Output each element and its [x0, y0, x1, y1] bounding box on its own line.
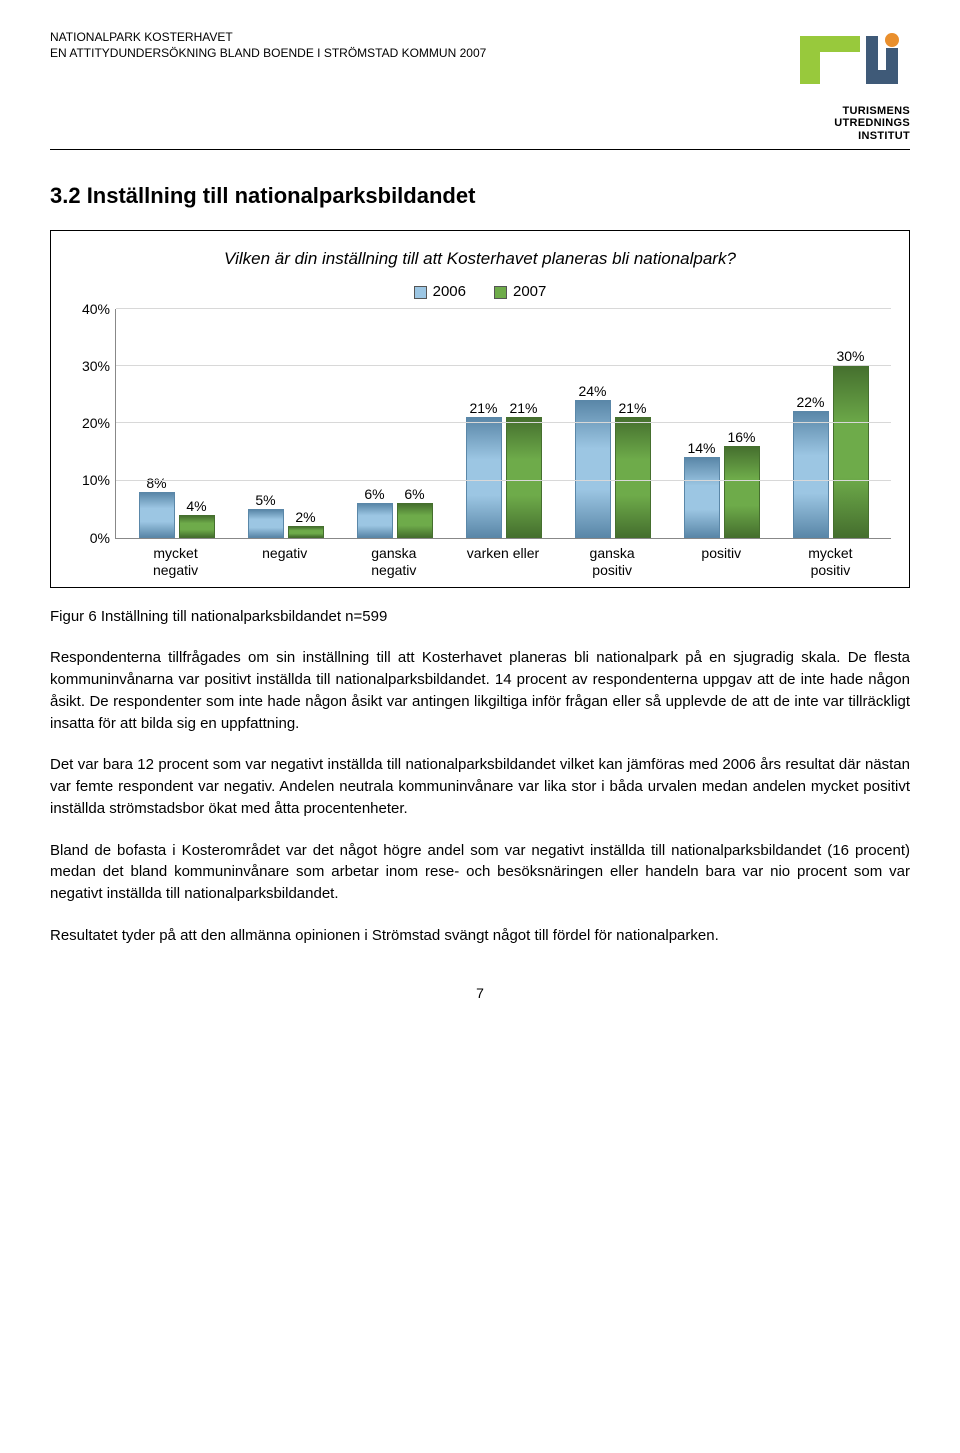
bar-group: 24%21% — [558, 309, 667, 538]
bar-value-label: 24% — [578, 381, 606, 401]
bar: 22% — [793, 411, 829, 538]
x-tick-label: mycketnegativ — [121, 545, 230, 579]
header-line2: EN ATTITYDUNDERSÖKNING BLAND BOENDE I ST… — [50, 46, 486, 62]
bar-group: 6%6% — [340, 309, 449, 538]
bar-value-label: 5% — [255, 490, 275, 510]
x-tick-label: positiv — [667, 545, 776, 579]
plot-area: 8%4%5%2%6%6%21%21%24%21%14%16%22%30% 0%1… — [115, 309, 891, 539]
bar: 14% — [684, 457, 720, 538]
x-tick-label: ganskapositiv — [558, 545, 667, 579]
bar: 2% — [288, 526, 324, 538]
bar: 21% — [615, 417, 651, 538]
logo-subtitle: TURISMENS UTREDNINGS INSTITUT — [800, 105, 910, 143]
bar: 21% — [506, 417, 542, 538]
logo-block: TURISMENS UTREDNINGS INSTITUT — [800, 30, 910, 143]
bar-group: 22%30% — [776, 309, 885, 538]
bar-value-label: 30% — [836, 346, 864, 366]
page-number: 7 — [50, 983, 910, 1003]
bar-value-label: 6% — [364, 484, 384, 504]
bar-group: 14%16% — [667, 309, 776, 538]
x-tick-label: mycketpositiv — [776, 545, 885, 579]
y-tick-label: 30% — [72, 356, 110, 376]
bar: 4% — [179, 515, 215, 538]
bar-value-label: 14% — [687, 438, 715, 458]
header-rule — [50, 149, 910, 150]
legend-item-2007: 2007 — [494, 281, 546, 303]
bar-group: 5% 2% — [231, 309, 340, 538]
bar: 6% — [397, 503, 433, 538]
header-text: NATIONALPARK KOSTERHAVET EN ATTITYDUNDER… — [50, 30, 486, 61]
x-tick-label: ganskanegativ — [339, 545, 448, 579]
bar-value-label: 21% — [618, 398, 646, 418]
header-line1: NATIONALPARK KOSTERHAVET — [50, 30, 486, 46]
body-paragraph: Respondenterna tillfrågades om sin instä… — [50, 647, 910, 734]
x-axis-labels: mycketnegativnegativganskanegativvarken … — [115, 545, 891, 579]
legend-label-2007: 2007 — [513, 281, 546, 303]
figure-caption: Figur 6 Inställning till nationalparksbi… — [50, 606, 910, 628]
bar: 8% — [139, 492, 175, 538]
y-tick-label: 10% — [72, 471, 110, 491]
bar-value-label: 6% — [404, 484, 424, 504]
legend-swatch-2007 — [494, 286, 507, 299]
bar: 6% — [357, 503, 393, 538]
bar-value-label: 22% — [796, 392, 824, 412]
legend-label-2006: 2006 — [433, 281, 466, 303]
y-tick-label: 40% — [72, 299, 110, 319]
bar-value-label: 21% — [469, 398, 497, 418]
body-paragraph: Bland de bofasta i Kosterområdet var det… — [50, 840, 910, 905]
bar-group: 21%21% — [449, 309, 558, 538]
body-paragraph: Resultatet tyder på att den allmänna opi… — [50, 925, 910, 947]
bar: 24% — [575, 400, 611, 538]
bar-value-label: 16% — [727, 427, 755, 447]
bar: 5% — [248, 509, 284, 538]
bar-value-label: 2% — [295, 507, 315, 527]
bar: 16% — [724, 446, 760, 538]
chart-legend: 2006 2007 — [69, 281, 891, 303]
bar: 21% — [466, 417, 502, 538]
tui-logo-icon — [800, 30, 910, 94]
page-header: NATIONALPARK KOSTERHAVET EN ATTITYDUNDER… — [50, 30, 910, 143]
section-title: 3.2 Inställning till nationalparksbildan… — [50, 180, 910, 212]
x-tick-label: negativ — [230, 545, 339, 579]
plot-wrap: 8%4%5%2%6%6%21%21%24%21%14%16%22%30% 0%1… — [69, 309, 891, 579]
chart-container: Vilken är din inställning till att Koste… — [50, 230, 910, 588]
bar-value-label: 8% — [146, 473, 166, 493]
bar-group: 8%4% — [122, 309, 231, 538]
bar: 30% — [833, 365, 869, 538]
x-tick-label: varken eller — [448, 545, 557, 579]
y-tick-label: 20% — [72, 413, 110, 433]
bar-value-label: 4% — [186, 496, 206, 516]
body-paragraph: Det var bara 12 procent som var negativt… — [50, 754, 910, 819]
legend-swatch-2006 — [414, 286, 427, 299]
chart-title: Vilken är din inställning till att Koste… — [69, 247, 891, 272]
bar-groups: 8%4%5%2%6%6%21%21%24%21%14%16%22%30% — [116, 309, 891, 538]
y-tick-label: 0% — [72, 528, 110, 548]
bar-value-label: 21% — [509, 398, 537, 418]
legend-item-2006: 2006 — [414, 281, 466, 303]
